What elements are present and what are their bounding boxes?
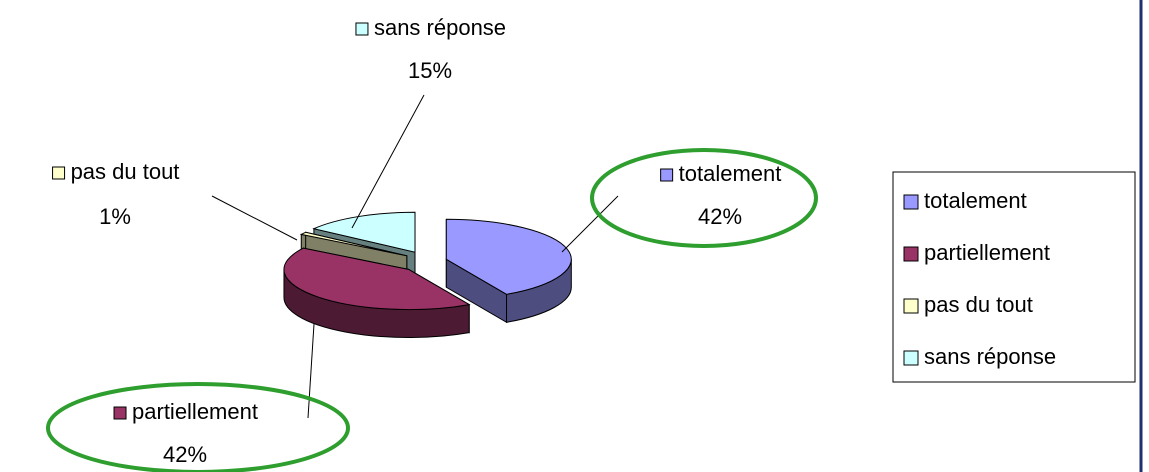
data-label-value: 1% [99, 204, 131, 229]
leader-line [307, 323, 315, 419]
slice-top [299, 231, 407, 257]
data-label-key [660, 168, 674, 182]
data-label-name: totalement [679, 161, 782, 186]
legend-label: pas du tout [924, 292, 1033, 317]
highlight-ellipse [46, 382, 350, 472]
legend-swatch [903, 298, 919, 314]
legend-label: totalement [924, 188, 1027, 213]
legend-box [892, 171, 1136, 383]
data-label-value: 42% [698, 204, 742, 229]
data-label-name: sans réponse [374, 15, 506, 40]
data-label-value: 42% [163, 442, 207, 467]
data-label-key [355, 22, 369, 36]
data-label-name: pas du tout [71, 159, 180, 184]
data-label-key [113, 406, 127, 420]
data-label-key [52, 166, 66, 180]
legend-swatch [903, 350, 919, 366]
legend: totalement partiellement pas du tout sans r… [903, 188, 1056, 369]
leader-line [211, 195, 298, 241]
slice-top [283, 247, 471, 311]
data-label-name: partiellement [132, 399, 258, 424]
data-labels: totalement 42% partiellement 42% pas du tout… [52, 15, 782, 467]
legend-label: sans réponse [924, 344, 1056, 369]
leader-line [561, 195, 619, 253]
legend-swatch [903, 194, 919, 210]
legend-swatch [903, 246, 919, 262]
leader-line [351, 94, 425, 229]
legend-label: partiellement [924, 240, 1050, 265]
data-label-value: 15% [408, 58, 452, 83]
slice-top [445, 218, 572, 295]
highlight-ellipse [590, 148, 818, 248]
pie [283, 211, 572, 339]
